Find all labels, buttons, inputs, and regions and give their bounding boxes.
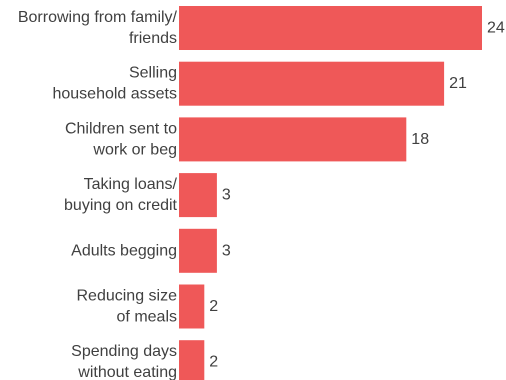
category-label-line: without eating: [77, 364, 177, 380]
category-label-4: Taking loans/buying on credit: [64, 176, 178, 214]
bar-2: [179, 61, 445, 106]
value-labels: 24 21 18 3 3 2 2: [209, 20, 505, 371]
category-labels: Borrowing from family/friends Selling hous…: [18, 9, 178, 380]
category-label-3: Children sent to work or beg: [65, 120, 177, 158]
category-label-line: work or beg: [92, 141, 177, 158]
category-label-line: Taking loans/: [84, 176, 178, 193]
value-label-7: 2: [209, 354, 218, 371]
category-label-line: Spending days: [71, 343, 177, 360]
bar-6: [179, 284, 205, 329]
category-label-line: Reducing size: [77, 288, 178, 305]
value-label-2: 21: [449, 75, 467, 92]
category-label-line: Selling: [129, 65, 177, 82]
category-label-7: Spending days without eating: [71, 343, 177, 380]
bar-7: [179, 340, 205, 380]
bars: [179, 6, 482, 380]
category-label-5: Adults begging: [71, 242, 177, 259]
value-label-5: 3: [222, 242, 231, 259]
bar-4: [179, 173, 217, 218]
category-label-6: Reducing size of meals: [77, 288, 178, 326]
category-label-line: Children sent to: [65, 120, 177, 137]
bar-1: [179, 6, 482, 50]
value-label-1: 24: [487, 20, 505, 37]
value-label-4: 3: [222, 187, 231, 204]
category-label-1: Borrowing from family/friends: [18, 9, 178, 47]
category-label-line: Adults begging: [71, 242, 177, 259]
category-label-line: household assets: [52, 86, 177, 103]
category-label-2: Selling household assets: [52, 65, 177, 103]
category-label-line: Borrowing from family/: [18, 9, 178, 26]
value-label-3: 18: [411, 131, 429, 148]
category-label-line: buying on credit: [64, 197, 178, 214]
bar-5: [179, 228, 217, 273]
category-label-line: of meals: [117, 309, 177, 326]
bar-3: [179, 117, 407, 162]
value-label-6: 2: [209, 298, 218, 315]
category-label-line: friends: [129, 30, 177, 47]
